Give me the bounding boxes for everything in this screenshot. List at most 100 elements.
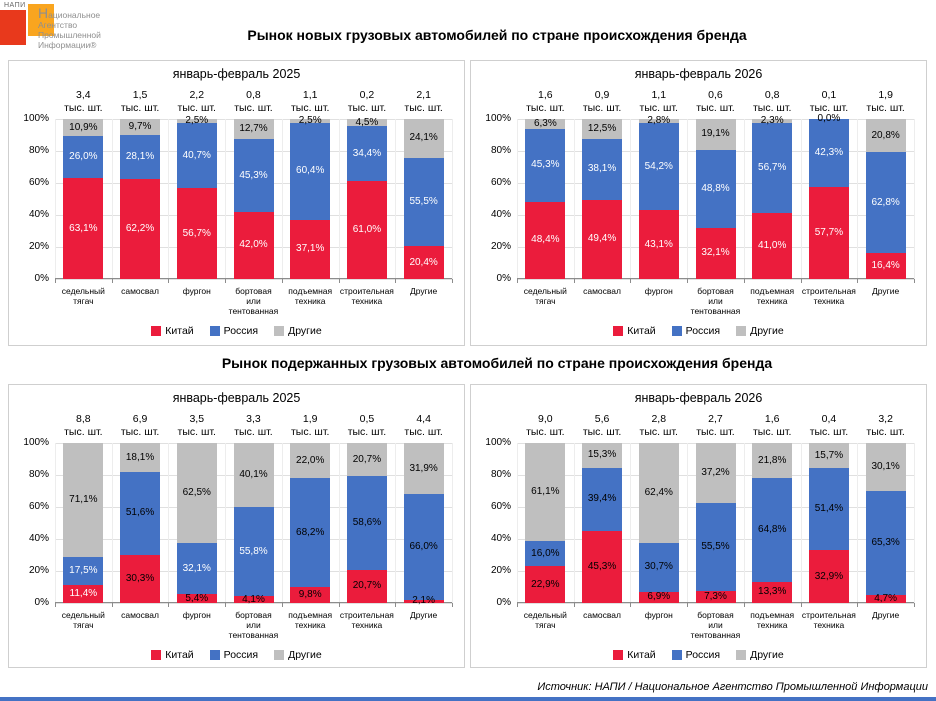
y-axis-label: 80% — [28, 469, 49, 480]
grid-line — [857, 119, 859, 279]
grid-line — [743, 119, 745, 279]
bar-total-label: 0,2 тыс. шт. — [347, 89, 387, 114]
y-axis-label: 60% — [28, 501, 49, 512]
category-label: Другие — [872, 286, 900, 296]
grid-line — [517, 119, 518, 279]
y-axis-label: 100% — [23, 437, 49, 448]
bar-segment-other: 71,1% — [63, 443, 104, 557]
bar-segment-other: 19,1% — [695, 119, 736, 150]
bar-segment-other: 2,5% — [290, 116, 331, 126]
grid-line — [338, 119, 340, 279]
data-label: 32,1% — [182, 562, 211, 574]
legend: Китай Россия Другие — [471, 649, 926, 661]
data-label: 40,7% — [182, 149, 211, 161]
data-label: 38,1% — [587, 163, 617, 175]
source-note: Источник: НАПИ / Национальное Агентство … — [537, 681, 928, 693]
chart-title: январь-февраль 2026 — [634, 67, 763, 81]
grid-line — [168, 443, 170, 603]
data-label: 55,8% — [239, 545, 268, 557]
napi-logo-red-square — [0, 10, 26, 45]
grid-line — [111, 119, 113, 279]
data-label: 63,1% — [69, 222, 98, 234]
chart-title: январь-февраль 2025 — [172, 67, 301, 81]
bar-segment-china: 57,7% — [808, 186, 849, 279]
data-label: 20,4% — [409, 256, 438, 268]
legend-label: Другие — [288, 649, 322, 661]
legend-label: Китай — [627, 649, 656, 661]
data-label: 55,5% — [701, 540, 730, 552]
bar-segment-other: 31,9% — [403, 443, 444, 495]
y-axis-label: 0% — [34, 597, 49, 608]
chart-title: январь-февраль 2026 — [634, 391, 763, 405]
bar-column: 15,3% 39,4% 45,3% — [582, 443, 623, 603]
legend-swatch-russia — [209, 326, 220, 336]
category-label: Другие — [410, 286, 438, 296]
bar-segment-russia: 65,3% — [865, 491, 906, 596]
data-label: 26,0% — [69, 151, 98, 163]
grid-line — [168, 119, 170, 279]
bar-segment-china: 4,1% — [233, 594, 274, 604]
category-label: седельный тягач — [523, 610, 567, 630]
data-label: 62,2% — [125, 223, 155, 235]
axis-tick — [857, 603, 859, 607]
legend-item-russia: Россия — [209, 325, 258, 337]
data-label: 7,3% — [704, 591, 727, 603]
legend: Китай Россия Другие — [9, 325, 464, 337]
data-label: 20,8% — [871, 129, 900, 141]
bar-segment-china: 56,7% — [176, 188, 217, 279]
bar-segment-russia: 17,5% — [63, 556, 104, 585]
bar-segment-china: 20,7% — [346, 569, 387, 603]
bar-total-label: 2,2 тыс. шт. — [177, 89, 216, 114]
bar-segment-china: 5,4% — [176, 593, 217, 603]
data-label: 62,5% — [182, 487, 211, 499]
category-label: подъемная техника — [288, 610, 333, 630]
data-label: 49,4% — [587, 233, 617, 245]
y-axis-label: 40% — [28, 209, 49, 220]
bar-column: 2,8% 54,2% 43,1% — [638, 116, 679, 279]
bar-segment-russia: 55,8% — [233, 507, 274, 597]
bar-segment-other: 12,5% — [582, 119, 623, 140]
bar-column: 10,9% 26,0% 63,1% — [63, 119, 104, 279]
data-label: 16,4% — [871, 259, 900, 271]
bar-total-label: 0,8 тыс. шт. — [752, 89, 792, 114]
grid-line — [914, 443, 915, 603]
y-axis-label: 0% — [496, 273, 511, 284]
axis-tick — [800, 279, 802, 283]
legend-swatch-russia — [209, 650, 220, 660]
bar-column: 22,0% 68,2% 9,8% — [290, 443, 331, 603]
axis-tick — [517, 603, 518, 607]
category-label: строительная техника — [339, 610, 394, 630]
data-label: 56,7% — [758, 162, 787, 174]
legend-item-china: Китай — [151, 325, 194, 337]
data-label: 30,7% — [644, 561, 673, 573]
bar-segment-other: 40,1% — [233, 443, 274, 508]
axis-tick — [914, 279, 915, 283]
bar-total-label: 1,9 тыс. шт. — [290, 413, 330, 438]
grid-line — [55, 279, 452, 280]
data-label: 2,1% — [412, 595, 436, 607]
bar-segment-other: 15,7% — [808, 443, 849, 469]
legend: Китай Россия Другие — [471, 325, 926, 337]
data-label: 37,1% — [296, 243, 325, 255]
bar-segment-russia: 66,0% — [403, 494, 444, 600]
category-label: Другие — [872, 610, 900, 620]
legend-swatch-russia — [671, 326, 682, 336]
bar-column: 61,1% 16,0% 22,9% — [525, 443, 566, 603]
data-label: 61,1% — [531, 485, 560, 497]
legend-item-china: Китай — [151, 649, 194, 661]
grid-line — [914, 119, 915, 279]
data-label: 17,5% — [69, 564, 98, 576]
axis-tick — [225, 603, 227, 607]
bar-total-label: 0,5 тыс. шт. — [347, 413, 387, 438]
bar-segment-other: 10,9% — [63, 119, 104, 137]
bar-segment-other: 18,1% — [120, 443, 161, 472]
bar-segment-other: 30,1% — [865, 443, 906, 492]
plot-area: 71,1% 17,5% 11,4% 18,1% 51,6% 30,3% 62,5% 32,1%… — [55, 443, 453, 607]
data-label: 30,1% — [871, 461, 900, 473]
data-label: 62,4% — [644, 486, 673, 498]
data-label: 39,4% — [587, 493, 617, 505]
axis-tick — [168, 603, 170, 607]
bar-segment-other: 62,4% — [638, 443, 679, 543]
axis-tick — [225, 279, 227, 283]
category-label: подъемная техника — [750, 610, 795, 630]
